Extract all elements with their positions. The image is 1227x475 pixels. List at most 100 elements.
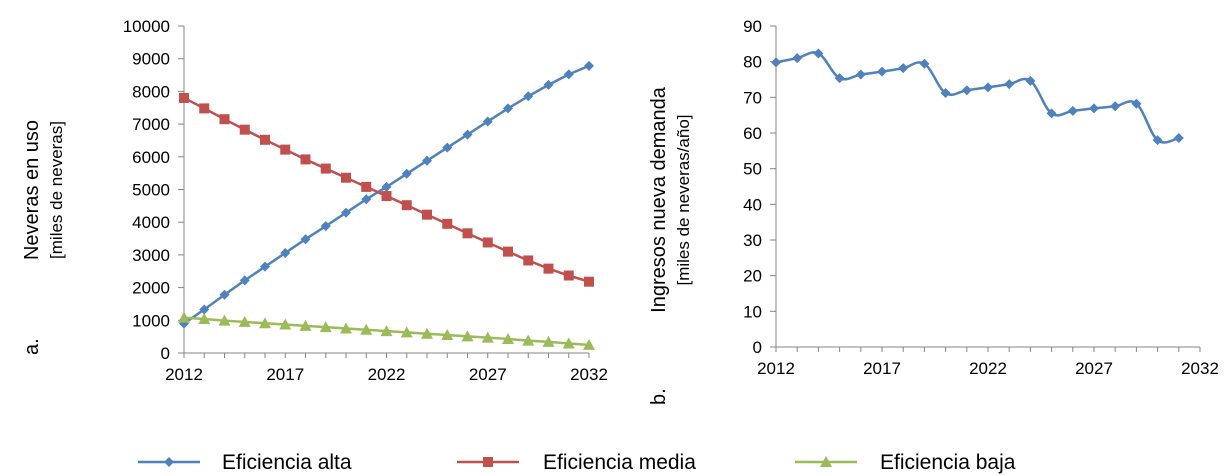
legend-label-eficiencia-alta: Eficiencia alta — [222, 451, 352, 474]
legend-label-eficiencia-media: Eficiencia media — [543, 451, 696, 474]
chart-a-y-tick-labels: 0 1000 2000 3000 4000 5000 6000 7000 8000 9000 100… — [123, 17, 170, 363]
chart-a-point-eficiencia-media — [462, 228, 473, 239]
legend-item-eficiencia-baja: Eficiencia baja — [795, 451, 1016, 474]
chart-a-point-eficiencia-baja — [380, 325, 393, 337]
chart-a-point-eficiencia-alta — [543, 79, 554, 90]
chart-a-point-eficiencia-media — [381, 191, 392, 202]
chart-a-point-eficiencia-alta — [462, 129, 473, 140]
chart-a-y-tick-label: 5000 — [132, 181, 170, 200]
chart-b-x-tick-label: 2027 — [1075, 359, 1113, 378]
chart-a-point-eficiencia-baja — [502, 332, 514, 344]
chart-a-point-eficiencia-alta — [239, 275, 250, 286]
chart-a-point-eficiencia-media — [563, 270, 574, 281]
chart-b-point-series-0 — [877, 66, 887, 77]
chart-a-point-eficiencia-alta — [199, 304, 210, 315]
chart-a-panel-label: a. — [21, 338, 43, 355]
chart-a-point-eficiencia-alta — [584, 60, 594, 71]
chart-b-point-series-0 — [1004, 79, 1015, 90]
chart-a-point-eficiencia-media — [361, 181, 372, 192]
legend-marker-square-icon — [483, 457, 493, 467]
chart-a-y-axis-units: [miles de neveras] — [47, 121, 66, 259]
chart-b-y-tick-label: 50 — [743, 160, 762, 179]
chart-a-point-eficiencia-baja — [198, 312, 211, 324]
chart-a-point-eficiencia-alta — [442, 142, 453, 153]
chart-a-point-eficiencia-alta — [280, 247, 291, 258]
chart-a-x-tick-label: 2012 — [165, 365, 203, 384]
chart-b-point-series-0 — [834, 73, 845, 84]
chart-a-point-eficiencia-media — [179, 92, 189, 103]
chart-b-y-tick-label: 10 — [743, 302, 762, 321]
chart-a-point-eficiencia-media — [341, 172, 351, 183]
chart-a-point-eficiencia-baja — [542, 335, 555, 347]
chart-a-y-tick-label: 0 — [161, 344, 170, 363]
chart-a-y-tick-label: 4000 — [132, 213, 170, 232]
chart-b-point-series-0 — [855, 69, 866, 80]
chart-a-point-eficiencia-baja — [441, 329, 454, 341]
chart-b-point-series-0 — [1131, 98, 1142, 109]
chart-a-point-eficiencia-media — [320, 163, 331, 174]
chart-a-point-eficiencia-media — [219, 114, 230, 125]
chart-a-point-eficiencia-baja — [421, 327, 433, 339]
chart-b-point-series-0 — [1089, 103, 1099, 114]
chart-b-y-tick-label: 0 — [753, 338, 762, 357]
chart-b-point-series-0 — [813, 48, 824, 59]
chart-a-point-eficiencia-baja — [178, 311, 190, 323]
chart-a-point-eficiencia-baja — [259, 317, 271, 329]
chart-a-point-eficiencia-baja — [481, 331, 494, 343]
chart-a-point-eficiencia-alta — [381, 181, 392, 192]
chart-a-point-eficiencia-alta — [300, 234, 311, 245]
chart-a-point-eficiencia-media — [280, 144, 291, 155]
chart-b-point-series-0 — [1152, 135, 1163, 146]
chart-a-point-eficiencia-alta — [361, 194, 372, 205]
chart-a-x-tick-label: 2022 — [368, 365, 406, 384]
chart-a-point-eficiencia-alta — [320, 221, 331, 232]
chart-b-point-series-0 — [961, 85, 972, 96]
chart-a-x-tick-label: 2017 — [266, 365, 304, 384]
chart-a-point-eficiencia-media — [239, 124, 250, 135]
chart-a-point-eficiencia-media — [300, 154, 311, 165]
chart-b-series — [771, 48, 1184, 146]
chart-a-y-axis-title: Neveras en uso — [21, 120, 43, 260]
chart-a-axes — [178, 25, 590, 358]
chart-a-point-eficiencia-alta — [503, 103, 513, 114]
chart-a-y-tick-label: 9000 — [132, 50, 170, 69]
chart-a-point-eficiencia-baja — [522, 334, 535, 346]
chart-a-point-eficiencia-media — [442, 218, 453, 229]
chart-a-point-eficiencia-alta — [219, 289, 230, 300]
chart-a-y-tick-label: 3000 — [132, 246, 170, 265]
chart-b-y-tick-label: 80 — [743, 53, 762, 72]
chart-a-x-tick-labels: 2012 2017 2022 2027 2032 — [165, 365, 608, 384]
chart-a-point-eficiencia-media — [584, 276, 594, 287]
chart-b-x-tick-label: 2012 — [757, 359, 795, 378]
legend-marker-diamond-icon — [164, 457, 174, 467]
legend-item-eficiencia-alta: Eficiencia alta — [138, 451, 352, 474]
chart-a-x-tick-label: 2032 — [570, 365, 608, 384]
chart-b-point-series-0 — [898, 63, 909, 74]
chart-a-point-eficiencia-media — [543, 263, 554, 274]
chart-b-y-axis-units: [miles de neveras/año] — [674, 114, 693, 285]
chart-a-point-eficiencia-media — [260, 134, 270, 145]
chart-legend: Eficiencia alta Eficiencia media Eficien… — [138, 451, 1016, 474]
legend-item-eficiencia-media: Eficiencia media — [457, 451, 696, 474]
chart-b-point-series-0 — [771, 57, 781, 68]
chart-a-point-eficiencia-baja — [299, 319, 312, 331]
chart-b-y-tick-label: 70 — [743, 88, 762, 107]
chart-a-point-eficiencia-baja — [279, 318, 292, 330]
chart-a-point-eficiencia-alta — [523, 91, 534, 102]
chart-b-y-tick-label: 90 — [743, 17, 762, 36]
chart-a-point-eficiencia-alta — [341, 207, 351, 218]
chart-a-point-eficiencia-baja — [218, 314, 231, 326]
chart-b-point-series-0 — [983, 82, 993, 93]
chart-a-point-eficiencia-media — [401, 200, 412, 211]
chart-a-point-eficiencia-alta — [563, 69, 574, 80]
chart-a-point-eficiencia-media — [503, 246, 513, 257]
chart-b-x-tick-label: 2032 — [1181, 359, 1219, 378]
chart-b-point-series-0 — [1067, 105, 1078, 116]
chart-b-y-axis-title: Ingresos nueva demanda — [648, 86, 670, 313]
chart-b-point-series-0 — [792, 53, 803, 64]
chart-a-point-eficiencia-baja — [583, 338, 595, 350]
chart-a-y-tick-label: 2000 — [132, 279, 170, 298]
chart-b-axes — [770, 25, 1201, 352]
chart-a-y-tick-label: 7000 — [132, 115, 170, 134]
